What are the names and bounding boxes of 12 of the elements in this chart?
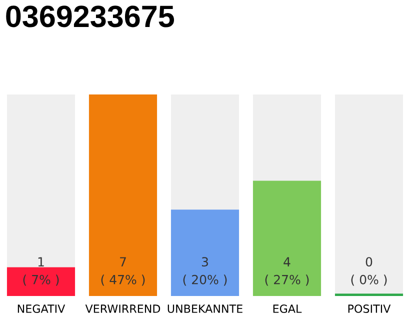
bar bbox=[6, 267, 76, 296]
x-tick-label: EGAL bbox=[273, 304, 302, 313]
data-label: 3 ( 20% ) bbox=[183, 257, 227, 286]
data-label: 0 ( 0% ) bbox=[351, 257, 387, 286]
data-label: 1 ( 7% ) bbox=[23, 257, 59, 286]
x-tick-label: VERWIRREND bbox=[85, 304, 160, 313]
data-label: 7 ( 47% ) bbox=[101, 257, 145, 286]
x-tick-label: POSITIV bbox=[348, 304, 391, 313]
x-tick-label: NEGATIV bbox=[18, 304, 66, 313]
data-label: 4 ( 27% ) bbox=[265, 257, 309, 286]
x-tick-label: UNBEKANNTE bbox=[168, 304, 242, 313]
chart-title: 0369233675 bbox=[6, 6, 174, 28]
